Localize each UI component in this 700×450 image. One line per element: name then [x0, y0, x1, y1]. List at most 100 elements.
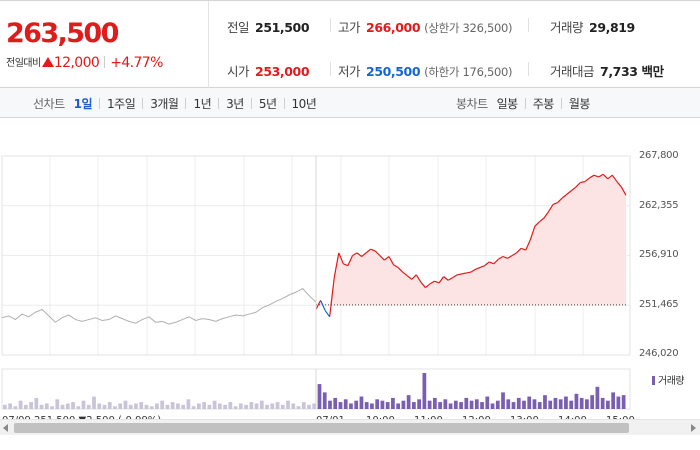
volume-bar — [564, 396, 568, 409]
price-line-segment — [384, 256, 390, 261]
price-line-segment — [539, 217, 545, 223]
candle-daily[interactable]: 일봉 — [496, 96, 519, 111]
price-change: 전일대비 12,000 +4.77% — [6, 54, 163, 71]
volume-bar — [107, 402, 112, 409]
volume-bar — [448, 403, 453, 409]
price-line-segment — [498, 255, 504, 260]
price-line-segment — [616, 181, 622, 188]
prev-close-label: 전일 — [227, 20, 250, 35]
scroll-right-arrow-icon[interactable] — [691, 424, 696, 432]
period-1d[interactable]: 1일 — [73, 96, 93, 111]
volume-bar — [29, 402, 33, 409]
volume-bar — [259, 400, 264, 409]
volume-bar — [296, 406, 301, 409]
price-line-segment — [593, 174, 599, 178]
period-1y[interactable]: 1년 — [193, 96, 212, 111]
volume-bar — [301, 402, 306, 409]
candle-monthly[interactable]: 월봉 — [568, 96, 591, 111]
volume-bar — [401, 400, 406, 409]
volume-bar — [50, 406, 54, 409]
volume-bar — [270, 403, 275, 409]
period-5y[interactable]: 5년 — [258, 96, 277, 111]
price-line-segment — [566, 190, 572, 195]
period-3y[interactable]: 3년 — [226, 96, 244, 111]
volume-bar — [359, 396, 364, 409]
price-line-segment — [374, 250, 381, 257]
high-value: 266,000 — [366, 20, 421, 35]
volume-bar — [23, 404, 28, 409]
price-line-segment — [620, 186, 627, 196]
y-tick-label: 251,465 — [639, 299, 679, 310]
volume-bar — [396, 403, 401, 409]
volume-bar — [501, 392, 505, 409]
candle-chart-periods: 봉차트 일봉 주봉 월봉 — [456, 88, 590, 118]
volume-bar — [537, 402, 542, 409]
current-price-panel: 263,500 전일대비 12,000 +4.77% — [0, 1, 209, 88]
change-amount: 12,000 — [53, 55, 100, 71]
volume-bar — [380, 400, 385, 409]
volume-bar — [590, 395, 595, 409]
volume-bar — [186, 399, 191, 409]
price-line-segment — [397, 267, 404, 273]
volume-bar — [123, 400, 128, 409]
volume-bar — [249, 402, 254, 409]
price-line-segment — [329, 277, 335, 317]
volume-bar — [495, 400, 500, 409]
price-line-segment — [443, 276, 449, 281]
volume-bar — [600, 397, 605, 409]
volume-bar — [228, 402, 233, 409]
period-1w[interactable]: 1주일 — [107, 96, 136, 111]
volume-bar — [364, 402, 369, 409]
volume-bar — [322, 392, 327, 409]
volume-bar — [97, 403, 102, 409]
volume-bar — [92, 396, 96, 409]
divider — [528, 18, 529, 32]
trade-value: 7,733 백만 — [600, 64, 664, 79]
price-line-segment — [502, 255, 508, 259]
intraday-chart[interactable]: 267,800 262,355 256,910 251,465 246,020 … — [0, 119, 700, 426]
line-chart-periods: 선차트 1일 1주일 3개월 1년 3년 5년 10년 — [33, 88, 317, 118]
volume-bar — [516, 397, 521, 409]
price-line-segment — [457, 273, 463, 276]
volume-bar — [417, 399, 421, 409]
volume-bar — [102, 404, 107, 409]
y-tick-label: 267,800 — [639, 150, 679, 161]
volume-bar — [317, 384, 322, 409]
price-line-segment — [343, 263, 349, 267]
volume-bar — [485, 396, 490, 409]
scrollbar-thumb[interactable] — [14, 423, 629, 433]
volume-bar — [349, 403, 353, 409]
volume-bar — [18, 400, 23, 409]
prev-close-value: 251,500 — [255, 20, 310, 35]
volume-legend-label: 거래량 — [658, 376, 685, 387]
volume-bar — [155, 403, 159, 409]
price-line-segment — [534, 221, 540, 227]
prev-close-cell: 전일 251,500 — [227, 17, 310, 60]
candle-weekly[interactable]: 주봉 — [532, 96, 555, 111]
price-line-segment — [320, 300, 326, 311]
change-label: 전일대비 — [6, 58, 41, 69]
volume-bar — [275, 402, 280, 409]
volume-bar — [548, 400, 553, 409]
price-chart — [1, 155, 631, 410]
chart-scrollbar[interactable] — [0, 419, 700, 435]
volume-label: 거래량 — [550, 20, 584, 35]
period-3m[interactable]: 3개월 — [150, 96, 179, 111]
volume-bar — [65, 403, 70, 409]
volume-bar — [328, 400, 332, 409]
price-line-segment — [529, 226, 536, 241]
open-cell: 시가 253,000 — [227, 61, 310, 104]
volume-bar — [527, 396, 532, 409]
price-line-segment — [338, 252, 344, 265]
price-line-segment — [507, 255, 513, 259]
scroll-left-arrow-icon[interactable] — [3, 424, 8, 432]
volume-bar — [343, 399, 348, 409]
price-line-segment — [589, 174, 595, 179]
trade-value-label: 거래대금 — [550, 64, 595, 79]
price-line-segment — [347, 255, 354, 266]
price-line-segment — [489, 261, 495, 265]
price-line-segment — [379, 255, 385, 261]
period-10y[interactable]: 10년 — [291, 96, 317, 111]
price-line-segment — [602, 173, 609, 180]
volume-bar — [585, 399, 589, 409]
